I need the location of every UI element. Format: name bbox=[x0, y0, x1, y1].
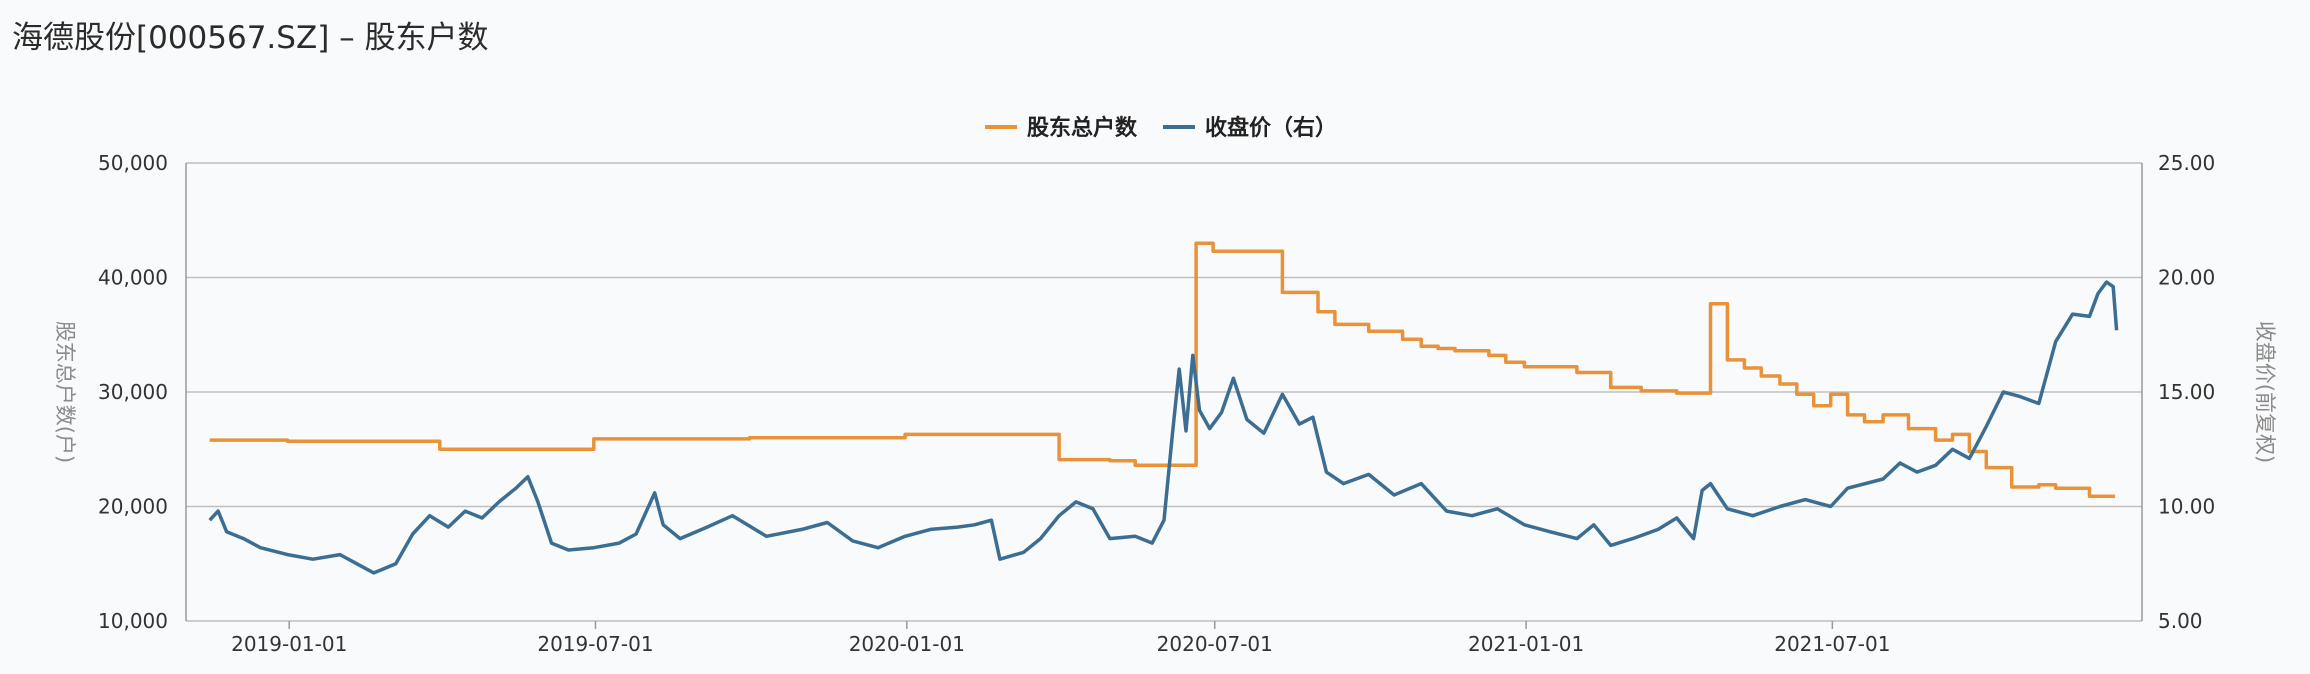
left-tick-label: 20,000 bbox=[98, 495, 168, 519]
right-tick-label: 15.00 bbox=[2158, 380, 2215, 404]
series-layer bbox=[208, 241, 2119, 575]
right-tick-label: 10.00 bbox=[2158, 495, 2215, 519]
right-tick-label: 25.00 bbox=[2158, 151, 2215, 175]
x-tick-label: 2019-07-01 bbox=[537, 632, 653, 656]
left-tick-label: 50,000 bbox=[98, 151, 168, 175]
left-tick-label: 30,000 bbox=[98, 380, 168, 404]
x-tick-label: 2020-01-01 bbox=[849, 632, 965, 656]
x-tick-label: 2020-07-01 bbox=[1157, 632, 1273, 656]
legend-label-holders[interactable]: 股东总户数 bbox=[1027, 115, 1138, 141]
price-series-line[interactable] bbox=[208, 280, 2119, 575]
right-tick-label: 5.00 bbox=[2158, 609, 2203, 633]
legend-label-price[interactable]: 收盘价（右） bbox=[1205, 115, 1337, 141]
x-tick-label: 2021-07-01 bbox=[1774, 632, 1890, 656]
x-tick-label: 2021-01-01 bbox=[1468, 632, 1584, 656]
legend: 股东总户数 收盘价（右） bbox=[985, 115, 1337, 141]
left-axis-title: 股东总户数(户) bbox=[53, 321, 77, 463]
grid-lines bbox=[185, 162, 2143, 622]
left-tick-label: 10,000 bbox=[98, 609, 168, 633]
left-tick-label: 40,000 bbox=[98, 266, 168, 290]
holders-series-line[interactable] bbox=[209, 241, 2115, 498]
x-axis-ticks: 2019-01-01 2019-07-01 2020-01-01 2020-07-01… bbox=[231, 621, 1890, 656]
page-title: 海德股份[000567.SZ] – 股东户数 bbox=[12, 20, 489, 56]
right-axis-title: 收盘价(前复权) bbox=[2253, 321, 2277, 463]
right-tick-label: 20.00 bbox=[2158, 266, 2215, 290]
left-axis-ticks: 10,000 20,000 30,000 40,000 50,000 bbox=[98, 151, 168, 633]
right-axis-ticks: 5.00 10.00 15.00 20.00 25.00 bbox=[2158, 151, 2215, 633]
x-tick-label: 2019-01-01 bbox=[231, 632, 347, 656]
